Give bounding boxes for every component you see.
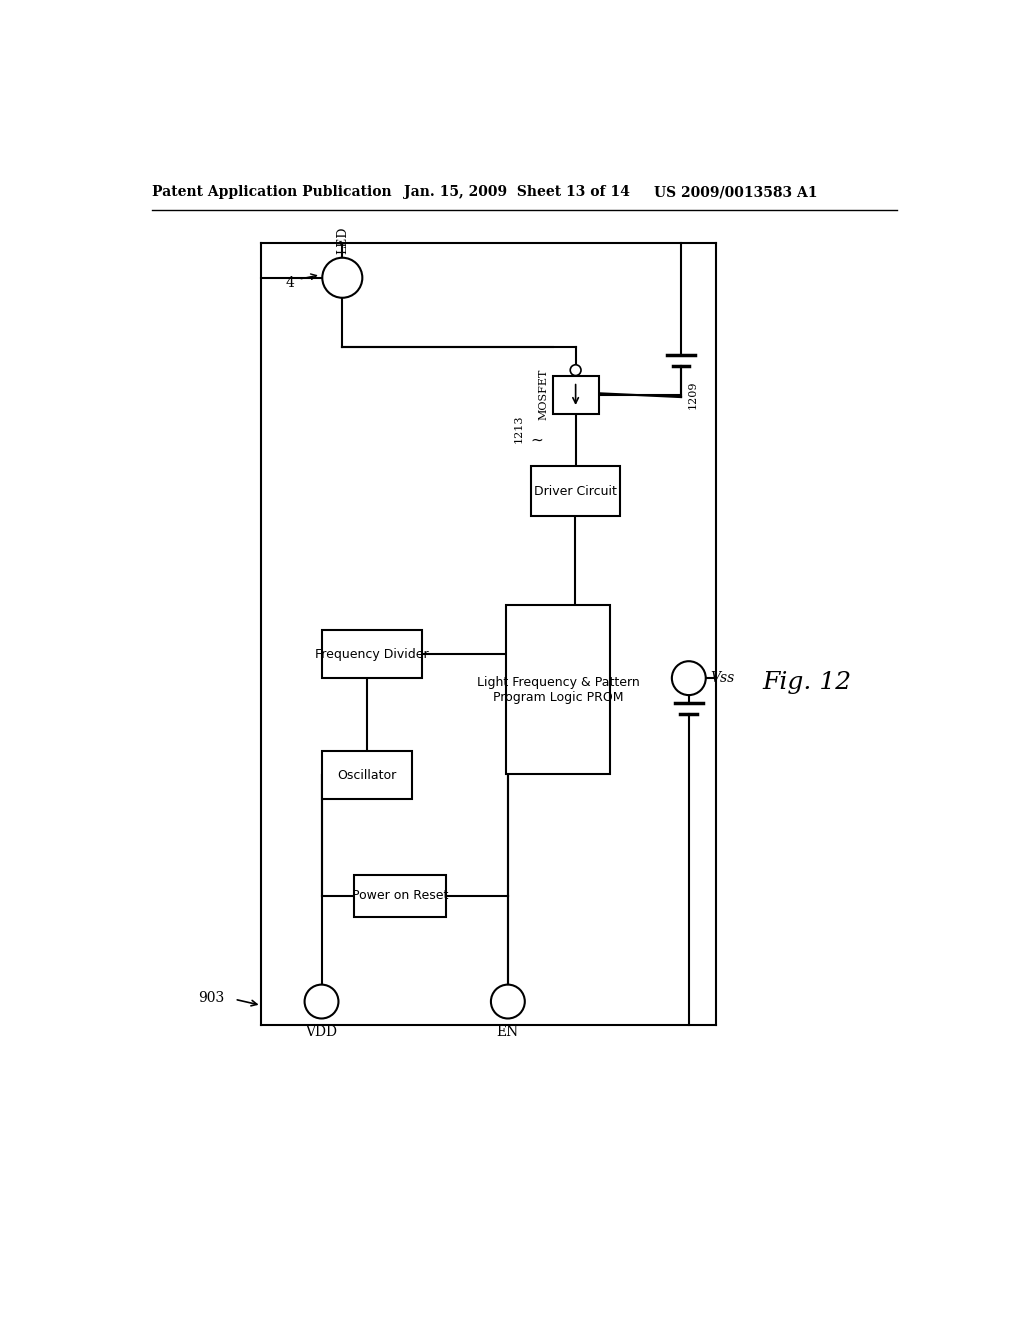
Circle shape: [304, 985, 339, 1019]
Text: 4: 4: [286, 276, 294, 290]
Text: Frequency Divider: Frequency Divider: [314, 648, 428, 661]
Bar: [506, 605, 610, 775]
Circle shape: [570, 364, 581, 376]
Circle shape: [490, 985, 525, 1019]
Text: Oscillator: Oscillator: [337, 768, 396, 781]
Text: 1213: 1213: [513, 414, 523, 444]
Bar: [322, 751, 413, 799]
Text: Power on Reset: Power on Reset: [352, 890, 449, 902]
Text: Fig. 12: Fig. 12: [762, 671, 851, 693]
Text: ~: ~: [530, 433, 544, 447]
Text: 903: 903: [199, 991, 224, 1005]
Text: Driver Circuit: Driver Circuit: [534, 484, 616, 498]
Bar: [531, 466, 620, 516]
Text: Jan. 15, 2009  Sheet 13 of 14: Jan. 15, 2009 Sheet 13 of 14: [403, 185, 630, 199]
Text: EN: EN: [497, 1024, 519, 1039]
Text: 1209: 1209: [687, 380, 697, 409]
Bar: [354, 874, 446, 917]
Text: VDD: VDD: [305, 1024, 338, 1039]
Circle shape: [672, 661, 706, 696]
Text: MOSFET: MOSFET: [539, 370, 549, 421]
Bar: [553, 376, 599, 414]
Circle shape: [323, 257, 362, 298]
Text: Patent Application Publication: Patent Application Publication: [153, 185, 392, 199]
Text: Vss: Vss: [711, 671, 734, 685]
Text: US 2009/0013583 A1: US 2009/0013583 A1: [654, 185, 817, 199]
Bar: [322, 631, 422, 678]
Text: LED: LED: [336, 227, 349, 253]
Text: Light Frequency & Pattern
Program Logic PROM: Light Frequency & Pattern Program Logic …: [477, 676, 640, 704]
